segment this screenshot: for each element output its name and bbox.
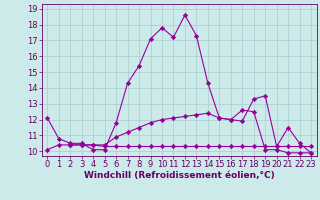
X-axis label: Windchill (Refroidissement éolien,°C): Windchill (Refroidissement éolien,°C)	[84, 171, 275, 180]
